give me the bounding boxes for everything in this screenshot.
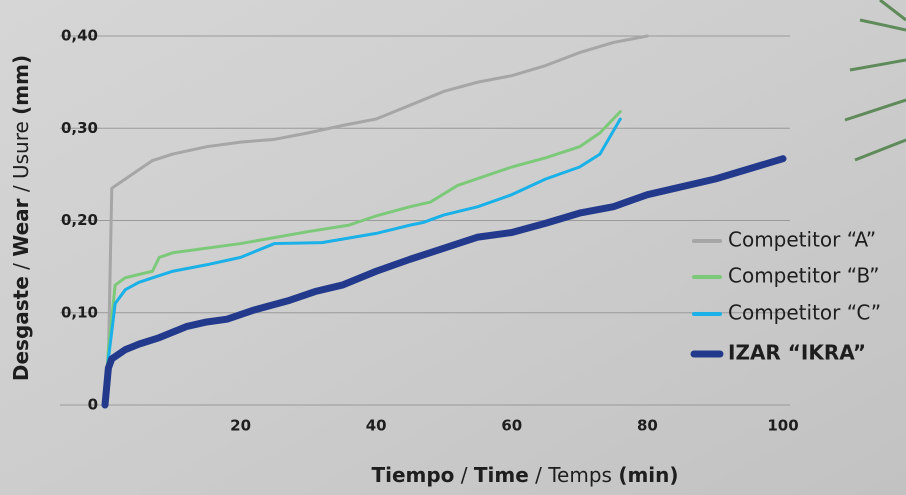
y-axis-label-part: / Usure	[9, 115, 33, 199]
decoration	[844, 0, 906, 162]
y-tick-label: 0,10	[61, 303, 98, 321]
y-tick-label: 0,40	[61, 27, 98, 45]
x-axis-label-part: Time	[474, 463, 529, 487]
legend-label: IZAR “IKRA”	[728, 341, 866, 365]
x-tick-label: 60	[501, 417, 522, 435]
x-tick-label: 100	[767, 417, 798, 435]
x-tick-label: 20	[230, 417, 251, 435]
x-axis-label-part: / Temps	[529, 463, 619, 487]
line	[103, 117, 622, 407]
legend-label: Competitor “B”	[728, 264, 879, 288]
x-axis-label-part: (min)	[618, 463, 678, 487]
y-axis-label-part: Wear	[9, 198, 33, 256]
x-tick-label: 80	[637, 417, 658, 435]
line	[103, 110, 622, 407]
y-tick-label: 0,30	[61, 119, 98, 137]
line	[101, 155, 787, 409]
y-axis-label-part: Desgaste	[9, 276, 33, 381]
x-axis-label-part: /	[454, 463, 473, 487]
x-tick-label: 40	[366, 417, 387, 435]
legend-label: Competitor “C”	[728, 301, 881, 325]
y-axis-label: Desgaste / Wear / Usure (mm)	[9, 55, 33, 381]
line	[103, 34, 649, 407]
y-tick-label: 0	[88, 396, 98, 414]
legend-label: Competitor “A”	[728, 228, 876, 252]
y-tick-label: 0,20	[61, 211, 98, 229]
x-axis-label-part: Tiempo	[371, 463, 454, 487]
x-axis-label: Tiempo / Time / Temps (min)	[371, 463, 678, 487]
y-axis-label-part: (mm)	[9, 55, 33, 115]
y-axis-label-part: /	[9, 257, 33, 276]
